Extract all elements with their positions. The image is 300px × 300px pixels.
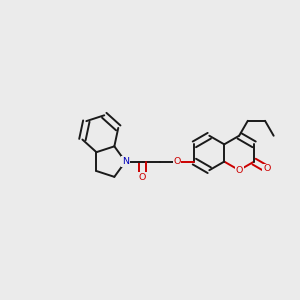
Text: O: O: [263, 164, 271, 173]
Text: O: O: [139, 172, 146, 182]
Text: N: N: [122, 157, 129, 166]
Text: O: O: [236, 166, 243, 175]
Text: O: O: [173, 157, 181, 166]
